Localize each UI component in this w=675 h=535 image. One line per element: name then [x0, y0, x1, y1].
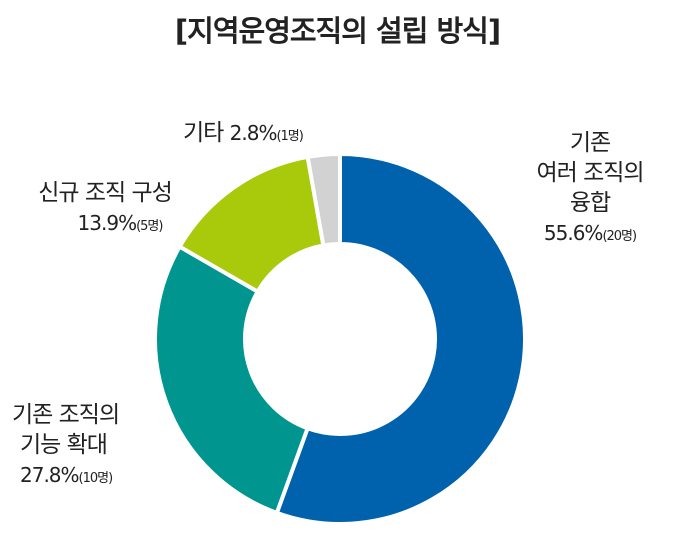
pct-label: 27.8% [20, 463, 80, 487]
label-line: 기능 확대 [20, 432, 108, 458]
chart-title: [지역운영조직의 설립 방식] [174, 14, 501, 48]
label-line: 융합 [569, 190, 611, 216]
pct-label: 13.9% [77, 211, 138, 235]
label-line: 기타 [183, 120, 224, 146]
donut-slice-1 [153, 243, 311, 516]
donut-slice-3 [305, 151, 342, 248]
label-line: 기존 조직의 [12, 402, 120, 428]
label-line: 기존 [569, 130, 611, 156]
count-label: (1명) [276, 129, 303, 144]
label-line: 여러 조직의 [536, 160, 644, 186]
label-line: 신규 조직 구성 [38, 180, 173, 206]
label-fusion: 기존 여러 조직의 융합 55.6%(20명) [505, 128, 675, 252]
label-new: 신규 조직 구성 13.9%(5명) [20, 178, 190, 242]
label-expand: 기존 조직의 기능 확대 27.8%(10명) [12, 400, 182, 494]
pct-label: 2.8% [229, 121, 278, 145]
donut-slice-0 [274, 151, 527, 526]
count-label: (10명) [78, 471, 114, 486]
label-other: 기타 2.8%(1명) [183, 118, 304, 152]
count-label: (5명) [136, 219, 163, 234]
count-label: (20명) [602, 229, 637, 244]
pct-label: 55.6% [543, 221, 604, 245]
